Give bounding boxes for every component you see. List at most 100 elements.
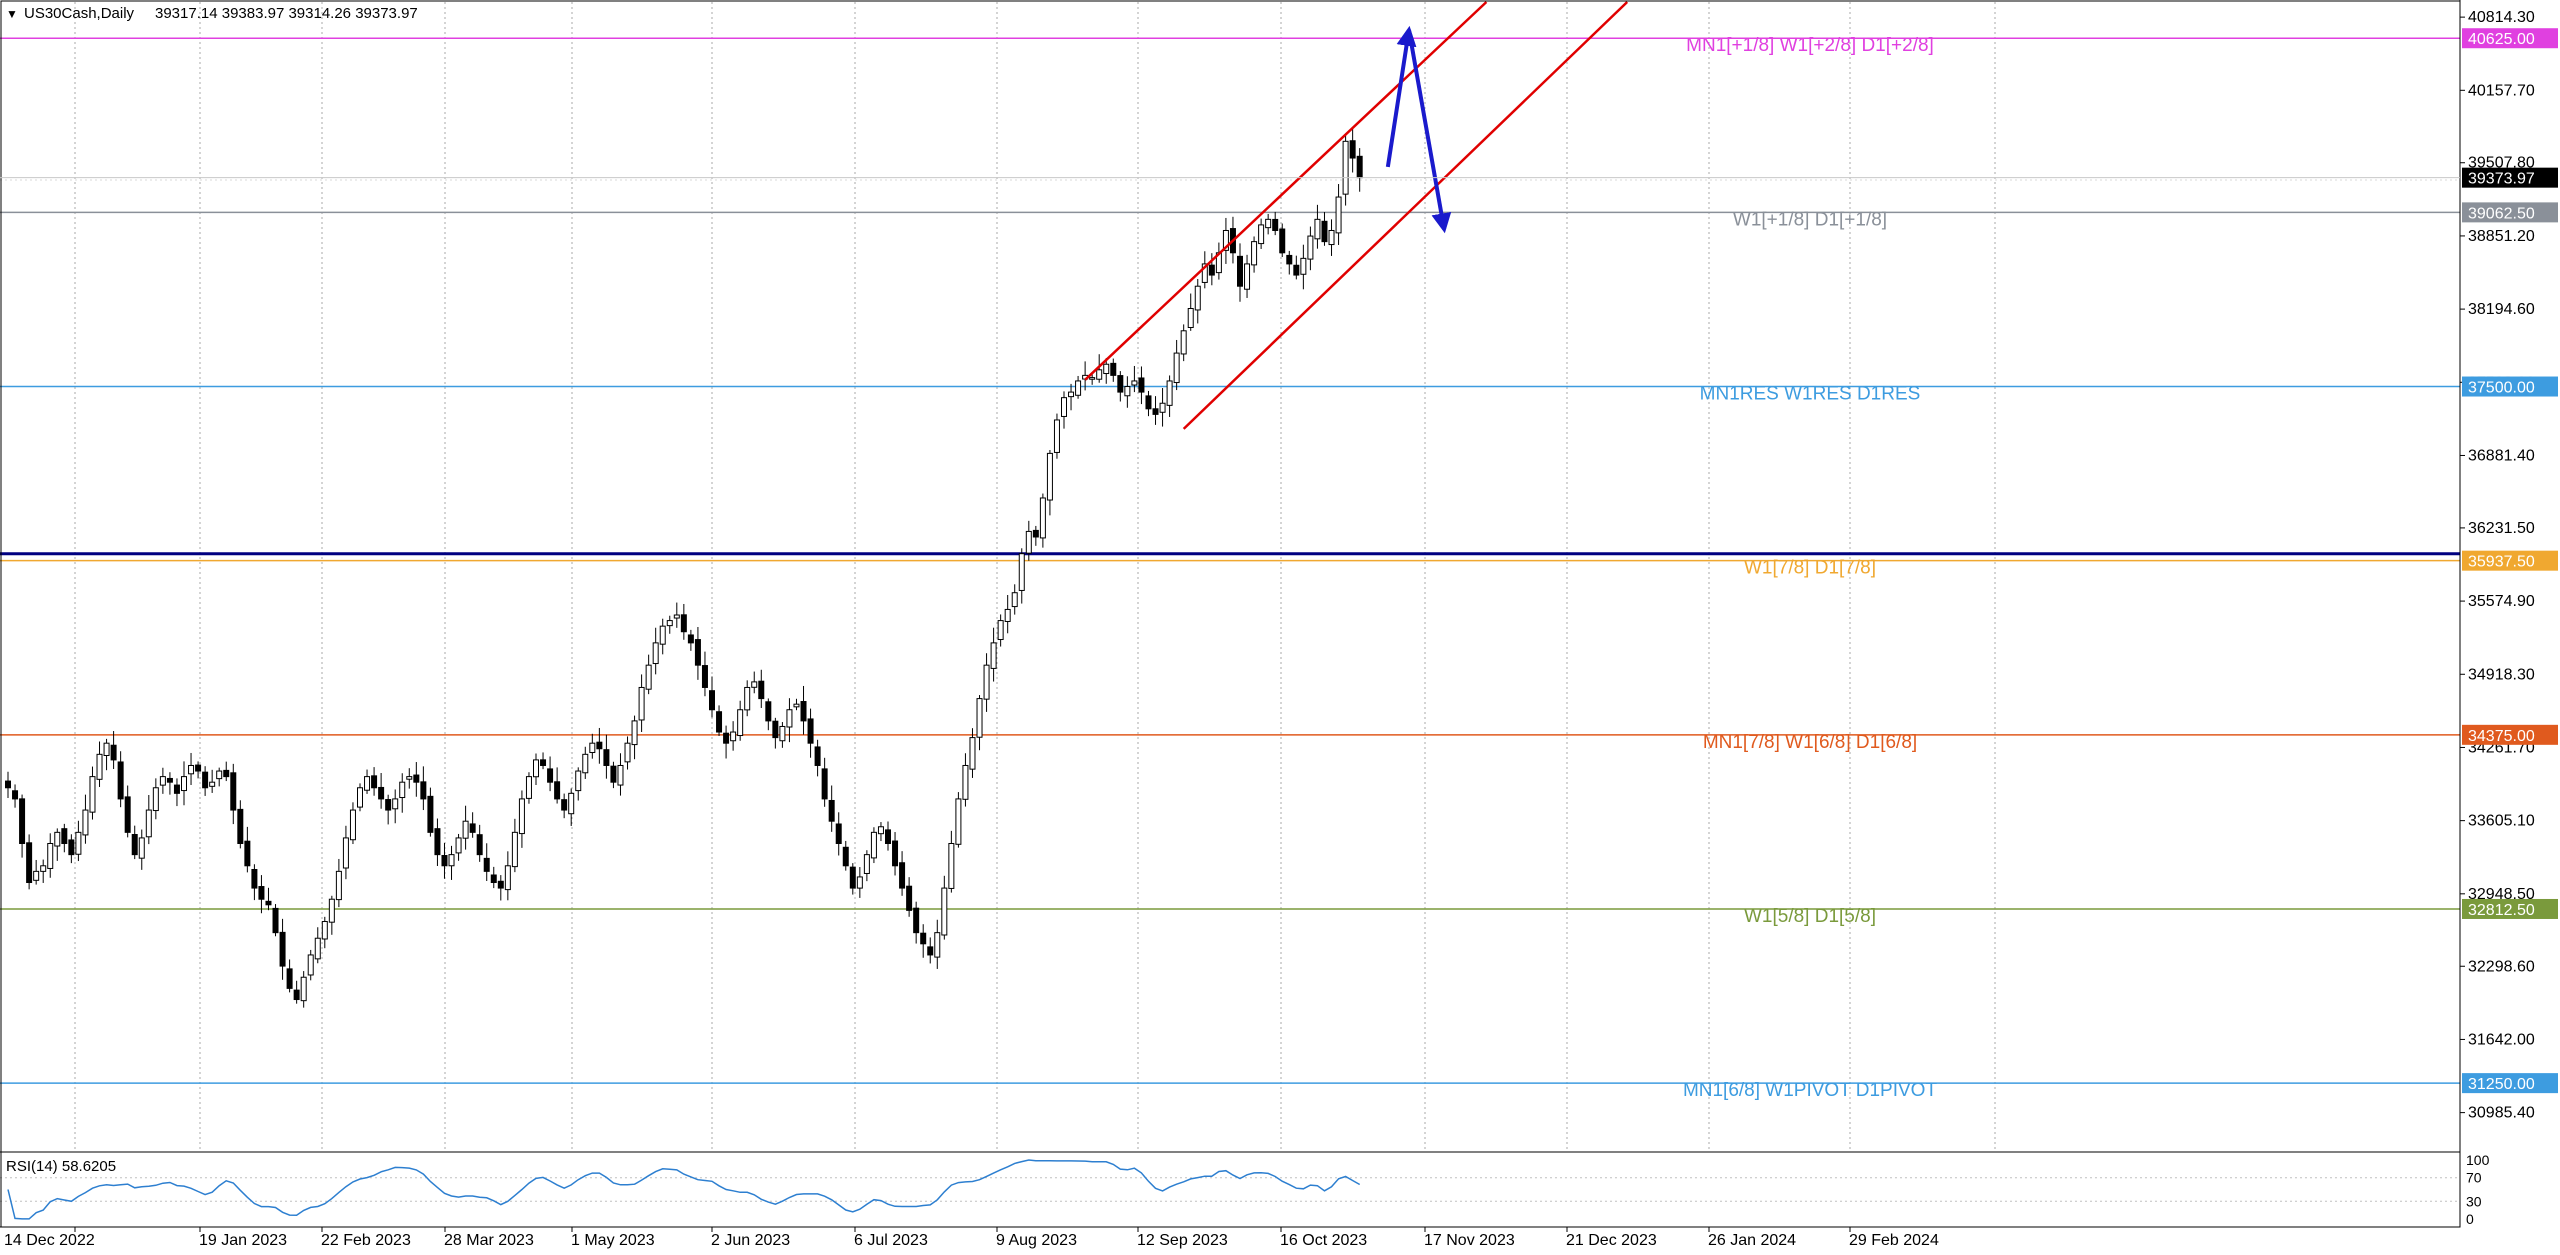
price-tick-label: 32948.50 [2468, 886, 2535, 903]
candle-body [983, 664, 990, 700]
candle-body [1258, 224, 1265, 245]
candle-body [701, 665, 708, 688]
collapse-arrow-icon[interactable]: ▼ [6, 7, 18, 21]
candle-body [877, 826, 884, 835]
rsi-tick-label: 0 [2466, 1211, 2474, 1227]
candle-body [1222, 229, 1229, 251]
candle-body [19, 798, 26, 844]
candle-body [547, 768, 554, 783]
level-label: MN1[6/8] W1PIVOT D1PIVOT [1683, 1080, 1938, 1101]
candle-body [694, 639, 701, 666]
candle-body [1103, 363, 1110, 375]
level-lines: MN1[+1/8] W1[+2/8] D1[+2/8] W1[+1/8] D1[+… [0, 35, 2460, 1101]
candle-body [181, 776, 187, 792]
candle-body [251, 868, 258, 889]
level-price-tag [2462, 724, 2558, 745]
candle-body [1152, 408, 1159, 415]
candle-body [307, 954, 314, 976]
candle-body [568, 792, 575, 815]
candle-body [265, 900, 272, 906]
rsi-tick-label: 100 [2466, 1152, 2490, 1168]
level-label: MN1[+1/8] W1[+2/8] D1[+2/8] [1686, 35, 1934, 56]
candle-body [1138, 377, 1145, 393]
candle-body [687, 634, 694, 644]
candle-body [1314, 218, 1321, 240]
candle-body [406, 776, 413, 780]
time-tick-label: 28 Mar 2023 [444, 1232, 534, 1249]
candle-body [441, 854, 448, 867]
candle-body [709, 690, 715, 711]
candle-body [89, 776, 96, 813]
grid-lines [0, 2, 2460, 1225]
candle-body [68, 839, 75, 856]
candle-body [110, 744, 117, 761]
candle-body [1201, 263, 1208, 283]
level-label: MN1RES W1RES D1RES [1700, 384, 1921, 405]
candle-body [1293, 264, 1300, 276]
candle-body [645, 664, 652, 690]
candle-body [1335, 196, 1342, 234]
main-plot-area[interactable] [0, 0, 2460, 1150]
candle-body [976, 698, 983, 738]
candle-body [209, 781, 216, 787]
rsi-panel-bg [0, 1152, 2460, 1225]
candle-body [342, 837, 349, 869]
candle-body [244, 840, 251, 867]
price-tick-label: 36231.50 [2468, 520, 2535, 537]
current-price-tag-text: 39373.97 [2468, 171, 2535, 188]
candle-body [82, 809, 89, 836]
candle-body [913, 907, 920, 934]
candle-body [54, 831, 61, 847]
candle-body [1166, 380, 1173, 406]
candle-body [1342, 140, 1349, 195]
forecast-arrow [1406, 29, 1452, 234]
candle-body [758, 680, 765, 700]
candle-body [272, 907, 279, 934]
candle-body [314, 937, 321, 960]
candle-body [927, 946, 934, 956]
candle-body [5, 780, 11, 789]
candle-body [814, 746, 821, 766]
candle-body [293, 989, 300, 1001]
candle-body [554, 781, 561, 800]
candle-body [145, 809, 152, 838]
candle-body [1194, 285, 1201, 311]
candle-body [603, 749, 610, 766]
candle-body [652, 642, 659, 665]
candle-body [828, 799, 835, 822]
candle-body [589, 742, 596, 754]
candle-body [835, 823, 842, 844]
rsi-indicator [0, 1151, 2460, 1225]
candle-body [906, 885, 913, 911]
candle-body [335, 870, 342, 901]
level-price-tag-text: 37500.00 [2468, 380, 2535, 397]
candle-body [138, 837, 145, 859]
candle-body [821, 768, 828, 800]
candle-body [624, 742, 631, 763]
candle-body [279, 931, 286, 967]
current-price-tag [2462, 167, 2558, 188]
candle-body [596, 741, 603, 750]
candle-body [483, 857, 490, 872]
candle-body [504, 865, 511, 891]
candle-body [1004, 608, 1011, 622]
candle-body [561, 799, 568, 811]
candle-body [96, 753, 103, 780]
price-tick-label: 40157.70 [2468, 82, 2535, 99]
candle-body [511, 831, 518, 868]
time-tick-label: 14 Dec 2022 [4, 1232, 95, 1249]
candle-body [1237, 255, 1243, 287]
candle-body [540, 759, 547, 766]
level-label: W1[5/8] D1[5/8] [1744, 906, 1876, 927]
candle-body [744, 686, 751, 711]
candle-body [518, 798, 525, 835]
candle-body [258, 886, 265, 900]
candle-body [941, 887, 948, 936]
candle-body [434, 828, 441, 856]
candle-body [751, 681, 758, 688]
candle-body [863, 854, 870, 874]
price-tick-label: 36881.40 [2468, 447, 2535, 464]
candle-body [730, 731, 737, 742]
candle-body [378, 786, 385, 800]
